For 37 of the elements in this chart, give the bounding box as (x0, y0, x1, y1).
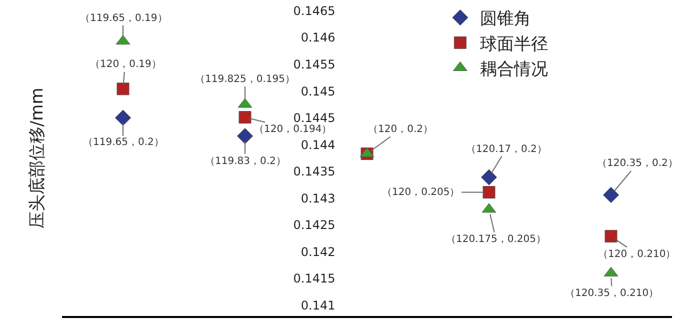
y-tick-label: 0.141 (300, 298, 336, 312)
legend-label: 圆锥角 (480, 9, 532, 30)
data-label: （120.17，0.2） (466, 144, 547, 155)
y-tick-label: 0.143 (300, 191, 336, 206)
point (238, 111, 252, 124)
data-label: （120，0.205） (382, 187, 460, 198)
data-label: （119.65，0.2） (83, 137, 164, 148)
y-tick-label: 0.1435 (293, 164, 336, 179)
point (482, 186, 496, 199)
point (114, 110, 132, 126)
data-label: （119.83，0.2） (205, 156, 286, 167)
y-axis-title: 压头底部位移/mm (28, 88, 48, 229)
data-label: （120.35，0.2） (597, 158, 678, 169)
data-label: （120，0.210） (598, 249, 676, 260)
y-tick-label: 0.1445 (293, 111, 336, 126)
point (602, 186, 620, 204)
data-label: （120，0.2） (368, 124, 433, 135)
y-tick-label: 0.145 (300, 84, 336, 98)
legend-label: 耦合情况 (480, 59, 548, 80)
data-label: （120，0.194） (254, 124, 332, 135)
data-label: （120，0.19） (90, 59, 162, 70)
point (116, 82, 130, 96)
legend-label: 球面半径 (480, 34, 548, 54)
point (604, 230, 618, 242)
y-tick-label: 0.1415 (293, 272, 336, 286)
data-label: （120.175，0.205） (446, 234, 546, 245)
point (480, 169, 498, 186)
y-tick-label: 0.1425 (293, 218, 336, 232)
y-tick-label: 0.144 (300, 138, 336, 152)
data-label: （120.35，0.210） (565, 288, 659, 299)
data-label: （119.825，0.195） (195, 74, 295, 85)
data-label: （119.65，0.19） (80, 13, 168, 24)
y-tick-label: 0.146 (300, 30, 336, 45)
y-tick-label: 0.1465 (293, 4, 336, 18)
point (236, 128, 254, 144)
y-tick-label: 0.142 (300, 244, 336, 259)
y-tick-label: 0.1455 (293, 57, 336, 72)
